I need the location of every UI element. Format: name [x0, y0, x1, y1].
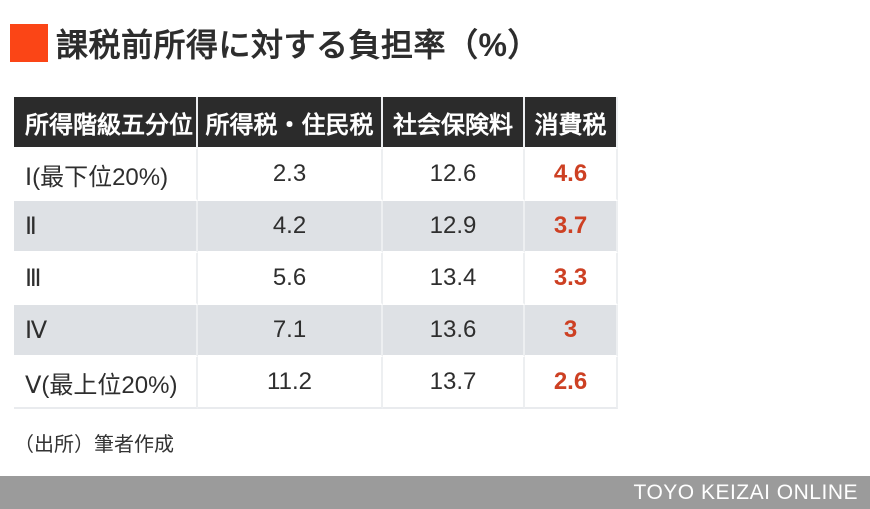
table-row: Ⅰ(最下位20%) 2.3 12.6 4.6 [14, 149, 618, 201]
table-row: Ⅳ 7.1 13.6 3 [14, 305, 618, 357]
column-header-income-quintile: 所得階級五分位 [14, 97, 198, 149]
row-label-quintile-5: Ⅴ(最上位20%) [14, 357, 198, 409]
cell-social-insurance: 13.7 [383, 357, 525, 409]
column-header-consumption-tax: 消費税 [525, 97, 618, 149]
cell-income-tax: 2.3 [198, 149, 383, 201]
cell-consumption-tax: 2.6 [525, 357, 618, 409]
row-label-quintile-3: Ⅲ [14, 253, 198, 305]
cell-social-insurance: 13.4 [383, 253, 525, 305]
chart-title-row: 課税前所得に対する負担率（%） [10, 20, 540, 66]
cell-consumption-tax: 3 [525, 305, 618, 357]
title-accent-square-icon [10, 24, 48, 62]
cell-income-tax: 11.2 [198, 357, 383, 409]
row-label-quintile-1: Ⅰ(最下位20%) [14, 149, 198, 201]
cell-consumption-tax: 3.3 [525, 253, 618, 305]
cell-income-tax: 5.6 [198, 253, 383, 305]
table-header-row: 所得階級五分位 所得税・住民税 社会保険料 消費税 [14, 97, 618, 149]
burden-rate-table: 所得階級五分位 所得税・住民税 社会保険料 消費税 Ⅰ(最下位20%) 2.3 … [14, 97, 618, 409]
row-label-quintile-2: Ⅱ [14, 201, 198, 253]
source-note: （出所）筆者作成 [14, 434, 174, 456]
footer-bar: TOYO KEIZAI ONLINE [0, 476, 870, 509]
table-header: 所得階級五分位 所得税・住民税 社会保険料 消費税 [14, 97, 618, 149]
table-body: Ⅰ(最下位20%) 2.3 12.6 4.6 Ⅱ 4.2 12.9 3.7 Ⅲ … [14, 149, 618, 409]
cell-social-insurance: 13.6 [383, 305, 525, 357]
table-row: Ⅴ(最上位20%) 11.2 13.7 2.6 [14, 357, 618, 409]
cell-social-insurance: 12.6 [383, 149, 525, 201]
page-title: 課税前所得に対する負担率（%） [56, 27, 540, 63]
cell-consumption-tax: 3.7 [525, 201, 618, 253]
cell-consumption-tax: 4.6 [525, 149, 618, 201]
row-label-quintile-4: Ⅳ [14, 305, 198, 357]
column-header-income-resident-tax: 所得税・住民税 [198, 97, 383, 149]
cell-social-insurance: 12.9 [383, 201, 525, 253]
cell-income-tax: 4.2 [198, 201, 383, 253]
brand-logo-text: TOYO KEIZAI ONLINE [633, 480, 858, 504]
cell-income-tax: 7.1 [198, 305, 383, 357]
table-row: Ⅱ 4.2 12.9 3.7 [14, 201, 618, 253]
column-header-social-insurance: 社会保険料 [383, 97, 525, 149]
table-row: Ⅲ 5.6 13.4 3.3 [14, 253, 618, 305]
